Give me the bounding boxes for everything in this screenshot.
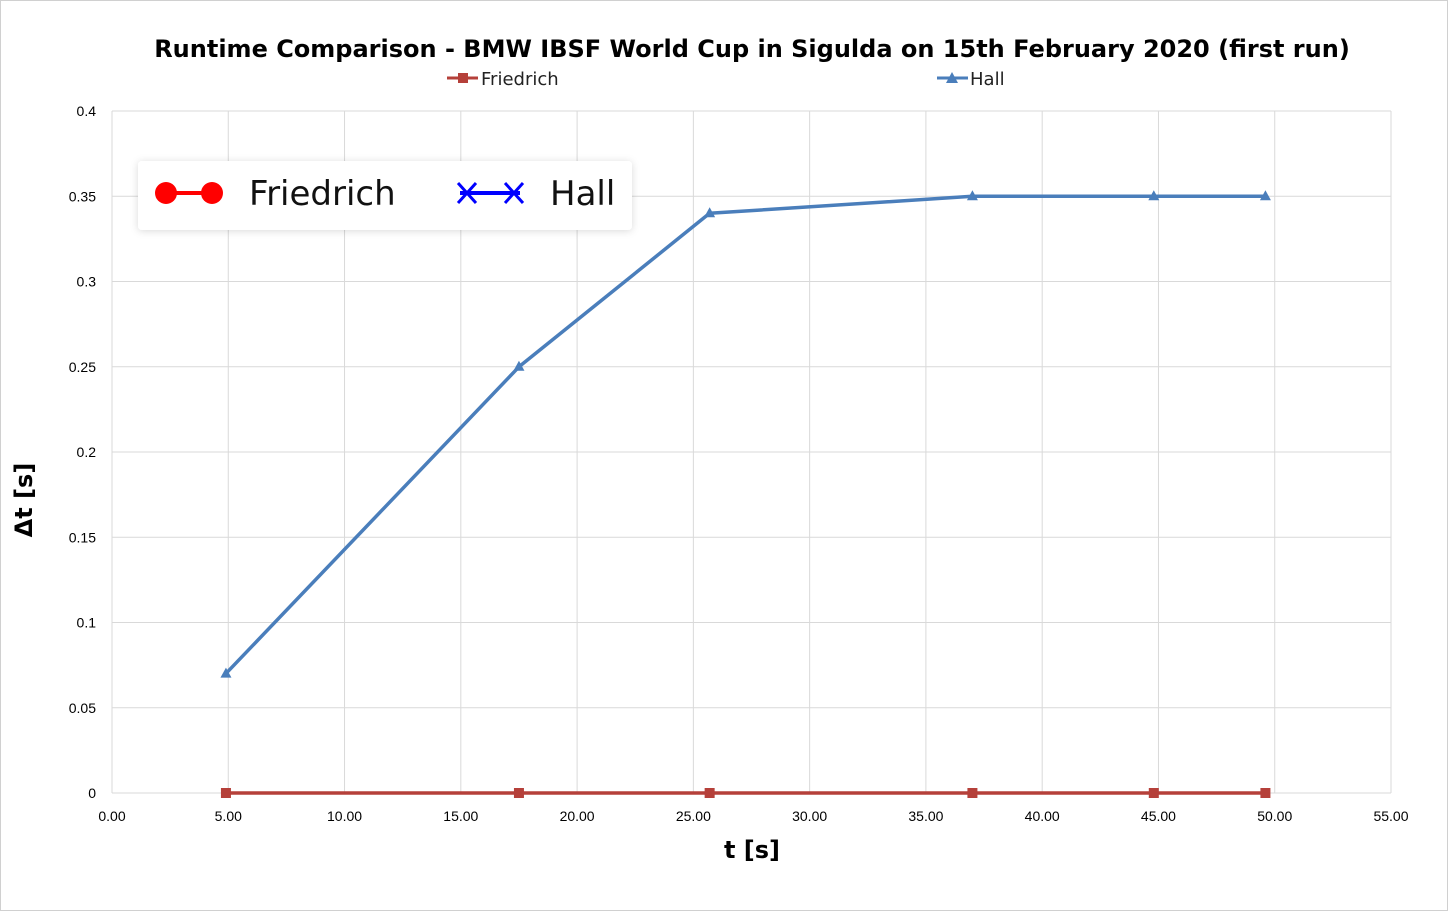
- legend-top-label-hall: Hall: [970, 69, 1005, 90]
- data-point-hall: [704, 207, 716, 218]
- square-marker-icon: [458, 73, 468, 83]
- x-tick-label: 20.00: [560, 808, 595, 824]
- data-point-hall: [220, 667, 232, 678]
- circle-marker-icon: [201, 182, 223, 204]
- legend-overlay: Friedrich Hall: [138, 161, 632, 230]
- legend-top-label-friedrich: Friedrich: [481, 69, 559, 90]
- data-point-hall: [513, 360, 525, 371]
- series-group: [220, 190, 1271, 798]
- data-point-friedrich: [704, 788, 715, 798]
- x-marker-icon: [456, 181, 478, 205]
- y-tick-label: 0.3: [77, 274, 97, 290]
- x-tick-labels: 0.00 5.00 10.00 15.00 20.00 25.00 30.00 35.00 40…: [98, 808, 1408, 824]
- series-line-hall: [224, 194, 1266, 675]
- y-tick-label: 0.1: [77, 615, 97, 631]
- x-tick-label: 45.00: [1141, 808, 1176, 824]
- y-tick-label: 0.35: [69, 188, 96, 204]
- y-tick-label: 0.4: [77, 103, 97, 119]
- data-point-friedrich: [513, 788, 524, 798]
- y-tick-label: 0: [88, 785, 96, 801]
- legend-top-item-friedrich: Friedrich: [447, 69, 559, 90]
- grid: [111, 110, 1392, 794]
- x-tick-label: 55.00: [1373, 808, 1408, 824]
- x-tick-label: 0.00: [98, 808, 125, 824]
- y-tick-label: 0.05: [69, 700, 96, 716]
- x-tick-label: 5.00: [215, 808, 242, 824]
- legend-overlay-box: [138, 161, 632, 230]
- x-tick-label: 35.00: [908, 808, 943, 824]
- x-tick-label: 25.00: [676, 808, 711, 824]
- legend-overlay-item-hall: Hall: [456, 174, 615, 214]
- legend-overlay-label-friedrich: Friedrich: [249, 174, 396, 214]
- x-tick-label: 30.00: [792, 808, 827, 824]
- x-marker-icon: [503, 181, 525, 205]
- legend-overlay-label-hall: Hall: [550, 174, 615, 214]
- legend-overlay-item-friedrich: Friedrich: [155, 174, 396, 214]
- data-point-friedrich: [220, 788, 231, 798]
- chart-title: Runtime Comparison - BMW IBSF World Cup …: [154, 35, 1350, 63]
- x-tick-label: 10.00: [327, 808, 362, 824]
- legend-top-item-hall: Hall: [937, 69, 1005, 90]
- y-tick-label: 0.2: [77, 444, 97, 460]
- circle-marker-icon: [155, 182, 177, 204]
- x-axis-label: t [s]: [724, 836, 780, 864]
- y-tick-label: 0.15: [69, 529, 96, 545]
- data-point-friedrich: [1260, 788, 1271, 798]
- y-tick-label: 0.25: [69, 359, 96, 375]
- data-point-friedrich: [967, 788, 978, 798]
- data-point-hall: [1148, 190, 1160, 201]
- y-tick-labels: 0 0.05 0.1 0.15 0.2 0.25 0.3 0.35 0.4: [69, 103, 96, 801]
- data-point-hall: [1259, 190, 1271, 201]
- x-tick-label: 40.00: [1025, 808, 1060, 824]
- x-tick-label: 15.00: [443, 808, 478, 824]
- y-axis-label: Δt [s]: [10, 463, 38, 538]
- x-tick-label: 50.00: [1257, 808, 1292, 824]
- triangle-marker-icon: [946, 72, 958, 83]
- legend-top: Friedrich Hall: [447, 69, 1005, 90]
- data-point-friedrich: [1148, 788, 1159, 798]
- data-point-hall: [966, 190, 978, 201]
